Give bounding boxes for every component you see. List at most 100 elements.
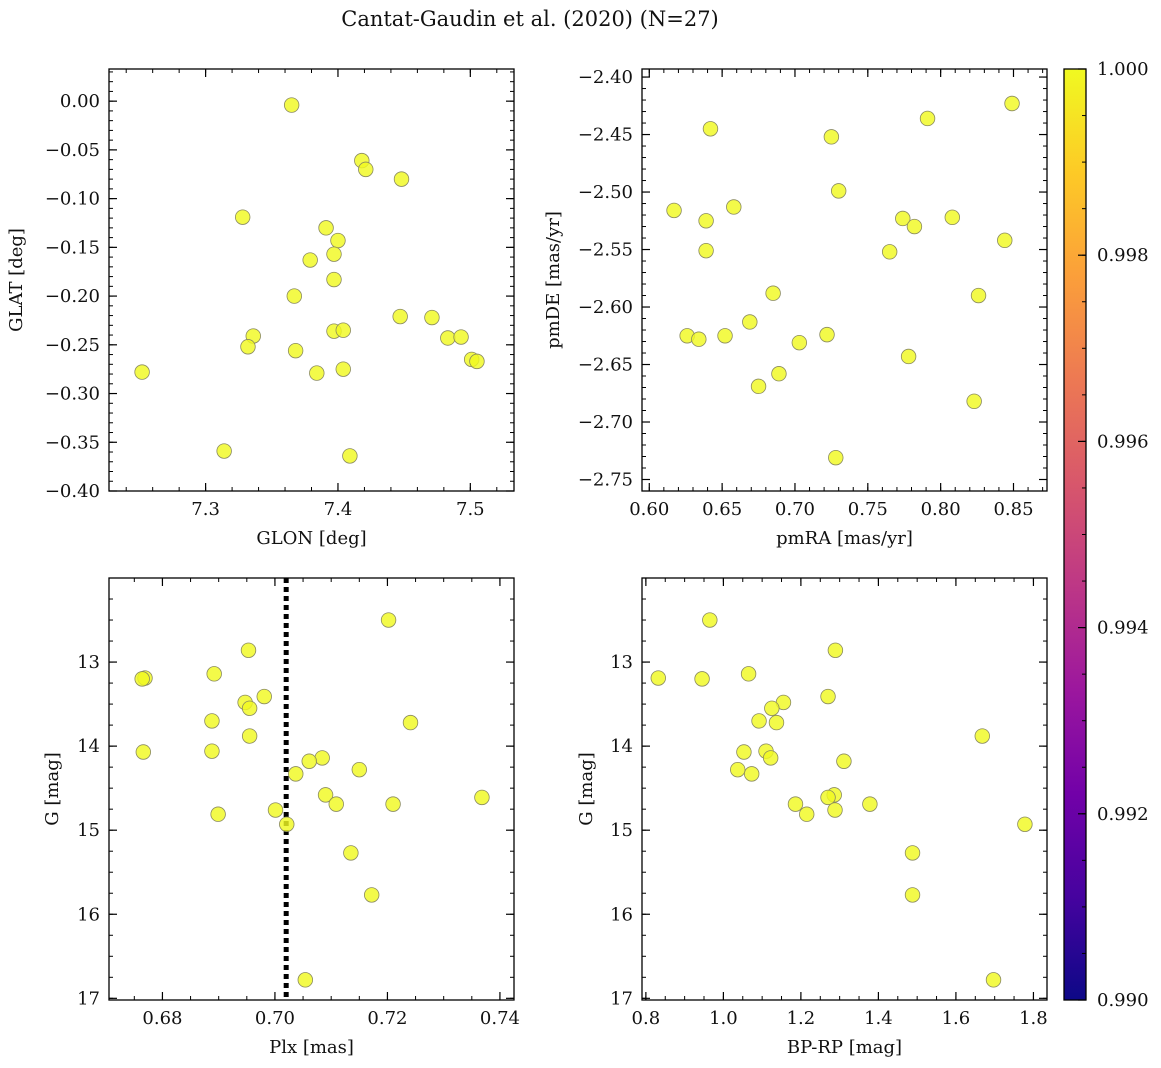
data-point (256, 688, 272, 705)
colorbar: 0.990 0.992 0.994 0.996 0.998 1.000 (1063, 59, 1149, 1011)
y-tick-label: −2.40 (578, 67, 633, 88)
data-point (301, 753, 317, 769)
axes-frame (641, 577, 1048, 1001)
data-point (288, 766, 304, 782)
data-point (827, 642, 844, 658)
y-tick-label: 16 (610, 904, 633, 925)
data-point (966, 393, 982, 410)
data-point (279, 816, 295, 833)
y-tick-label: −2.65 (578, 355, 633, 376)
data-point (791, 334, 808, 351)
panel-glon-glat: 7.3 7.4 7.5 0.00 −0.05 −0.10 −0.15 −0.20 −0.25 −0… (6, 68, 515, 549)
colorbar-tick-label: 0.998 (1097, 245, 1149, 266)
colorbar-tick-label: 0.996 (1097, 431, 1149, 452)
y-tick-label: −0.15 (45, 237, 100, 258)
y-tick-label: −2.70 (578, 412, 633, 433)
data-point (740, 666, 757, 682)
data-point (985, 972, 1002, 988)
y-tick-label: −2.75 (578, 470, 633, 491)
data-point (326, 271, 342, 288)
data-point (210, 806, 226, 822)
data-point (742, 314, 758, 330)
x-tick-label: 1.4 (864, 1008, 893, 1029)
y-axis-label: GLAT [deg] (6, 228, 27, 332)
y-axis-label: G [mag] (42, 752, 63, 825)
colorbar-tick-label: 0.992 (1097, 804, 1149, 825)
panel-plx-g: 0.68 0.70 0.72 0.74 13 14 15 16 17 Plx [mas] G [ma… (42, 577, 520, 1058)
y-tick-label: 15 (610, 820, 633, 841)
data-point (385, 796, 401, 812)
data-point (309, 365, 325, 381)
x-tick-label: 1.6 (942, 1008, 971, 1029)
data-point (751, 713, 767, 729)
x-tick-label: 1.8 (1019, 1008, 1048, 1029)
data-point (771, 366, 787, 382)
data-point (702, 121, 719, 137)
y-tick-label: −2.45 (578, 125, 633, 146)
y-tick-label: −2.50 (578, 182, 633, 203)
data-point (819, 326, 835, 343)
data-point (820, 688, 836, 705)
y-tick-label: −0.20 (45, 286, 100, 307)
axes-frame (108, 68, 515, 492)
data-point (216, 443, 232, 459)
data-point (828, 449, 844, 466)
panel-pmra-pmde: 0.60 0.65 0.70 0.75 0.80 0.85 −2.40 −2.45 −2.50 −… (543, 67, 1048, 549)
data-point (666, 202, 682, 219)
data-point (424, 309, 440, 326)
data-point (726, 199, 742, 215)
data-point (895, 210, 911, 227)
y-tick-label: 14 (610, 736, 633, 757)
y-tick-label: 0.00 (60, 91, 100, 112)
y-tick-label: −2.55 (578, 240, 633, 261)
data-point (820, 789, 836, 806)
data-point (717, 328, 733, 344)
y-tick-label: 15 (77, 820, 100, 841)
data-point (698, 213, 714, 229)
data-point (469, 353, 485, 370)
x-axis-label: BP-RP [mag] (787, 1037, 902, 1058)
data-point (317, 787, 334, 803)
data-point (944, 209, 961, 226)
data-point (764, 700, 780, 716)
x-tick-label: 0.8 (632, 1008, 661, 1029)
data-point (380, 612, 397, 628)
data-point (393, 171, 410, 187)
x-tick-label: 7.4 (324, 499, 353, 520)
y-tick-label: 17 (610, 988, 633, 1009)
y-tick-label: −0.40 (45, 481, 100, 502)
data-point (736, 744, 752, 760)
x-tick-label: 0.75 (848, 499, 888, 520)
x-axis-label: pmRA [mas/yr] (776, 528, 913, 549)
y-tick-label: −2.60 (578, 297, 633, 318)
data-point (234, 209, 251, 225)
data-point (287, 342, 304, 359)
data-point (702, 612, 718, 628)
data-point (240, 339, 256, 355)
data-point (698, 242, 714, 259)
data-point (900, 348, 917, 365)
data-point (762, 750, 779, 766)
data-point (743, 766, 760, 782)
data-point (342, 448, 358, 464)
data-point (314, 750, 330, 766)
y-tick-label: −0.05 (45, 140, 100, 161)
data-point (691, 331, 707, 347)
y-tick-label: 13 (610, 652, 633, 673)
data-point (204, 743, 220, 759)
data-point (328, 796, 344, 812)
x-tick-label: 0.72 (367, 1008, 407, 1029)
y-tick-label: −0.35 (45, 432, 100, 453)
data-point (330, 232, 346, 249)
data-point (335, 322, 351, 338)
data-point (241, 700, 258, 716)
data-point (135, 744, 152, 760)
x-tick-label: 0.60 (629, 499, 669, 520)
data-point (904, 887, 921, 903)
x-tick-label: 7.5 (456, 499, 485, 520)
x-tick-label: 0.70 (775, 499, 815, 520)
data-point (302, 252, 318, 268)
data-point (997, 232, 1013, 249)
x-tick-label: 0.74 (480, 1008, 520, 1029)
